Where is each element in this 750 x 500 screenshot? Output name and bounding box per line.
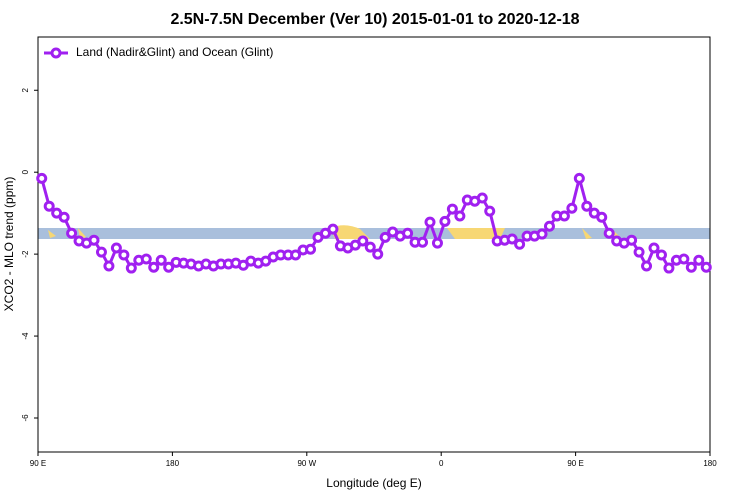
point xyxy=(700,261,712,273)
point xyxy=(140,253,152,265)
y-tick-label: -4 xyxy=(21,332,30,340)
x-tick-label: 180 xyxy=(166,459,180,468)
x-axis-label: Longitude (deg E) xyxy=(326,476,421,490)
point xyxy=(327,223,339,235)
y-axis-label: XCO2 - MLO trend (ppm) xyxy=(2,177,16,312)
point xyxy=(648,242,660,254)
point xyxy=(603,227,615,239)
point xyxy=(402,227,414,239)
point xyxy=(103,260,115,272)
point xyxy=(655,249,667,261)
point xyxy=(148,261,160,273)
point xyxy=(581,200,593,212)
y-tick-label: -2 xyxy=(21,250,30,258)
point xyxy=(305,243,317,255)
point xyxy=(424,216,436,228)
point xyxy=(573,172,585,184)
point xyxy=(66,227,78,239)
y-tick-label: -6 xyxy=(21,414,30,422)
point xyxy=(372,248,384,260)
point xyxy=(88,234,100,246)
point xyxy=(566,202,578,214)
point xyxy=(95,246,107,258)
point xyxy=(678,253,690,265)
land xyxy=(447,228,505,239)
point xyxy=(43,200,55,212)
x-tick-label: 0 xyxy=(439,459,444,468)
point xyxy=(163,261,175,273)
point xyxy=(431,237,443,249)
x-tick-label: 90 W xyxy=(297,459,316,468)
legend-label: Land (Nadir&Glint) and Ocean (Glint) xyxy=(76,45,273,59)
ocean-band xyxy=(38,228,710,239)
point xyxy=(685,261,697,273)
point xyxy=(118,249,130,261)
y-tick-label: 0 xyxy=(21,169,30,174)
point xyxy=(543,220,555,232)
point xyxy=(476,192,488,204)
point xyxy=(379,231,391,243)
x-tick-label: 90 E xyxy=(567,459,583,468)
legend-marker xyxy=(50,47,62,59)
point xyxy=(693,254,705,266)
point xyxy=(454,210,466,222)
point xyxy=(641,260,653,272)
point xyxy=(596,211,608,223)
plot-frame xyxy=(37,36,711,453)
point xyxy=(514,238,526,250)
point xyxy=(110,242,122,254)
y-tick-label: 2 xyxy=(21,87,30,92)
point xyxy=(36,172,48,184)
x-tick-label: 180 xyxy=(703,459,717,468)
point xyxy=(633,246,645,258)
point xyxy=(58,211,70,223)
point xyxy=(663,262,675,274)
point xyxy=(364,241,376,253)
land xyxy=(330,225,370,239)
map-strip xyxy=(38,225,710,239)
point xyxy=(558,210,570,222)
point xyxy=(626,234,638,246)
x-tick-label: 90 E xyxy=(30,459,46,468)
point xyxy=(506,233,518,245)
point xyxy=(446,203,458,215)
point xyxy=(357,235,369,247)
chart-title: 2.5N-7.5N December (Ver 10) 2015-01-01 t… xyxy=(170,11,579,28)
point xyxy=(290,249,302,261)
point xyxy=(417,236,429,248)
point xyxy=(484,205,496,217)
point xyxy=(536,228,548,240)
point xyxy=(125,262,137,274)
point xyxy=(439,215,451,227)
point xyxy=(155,254,167,266)
